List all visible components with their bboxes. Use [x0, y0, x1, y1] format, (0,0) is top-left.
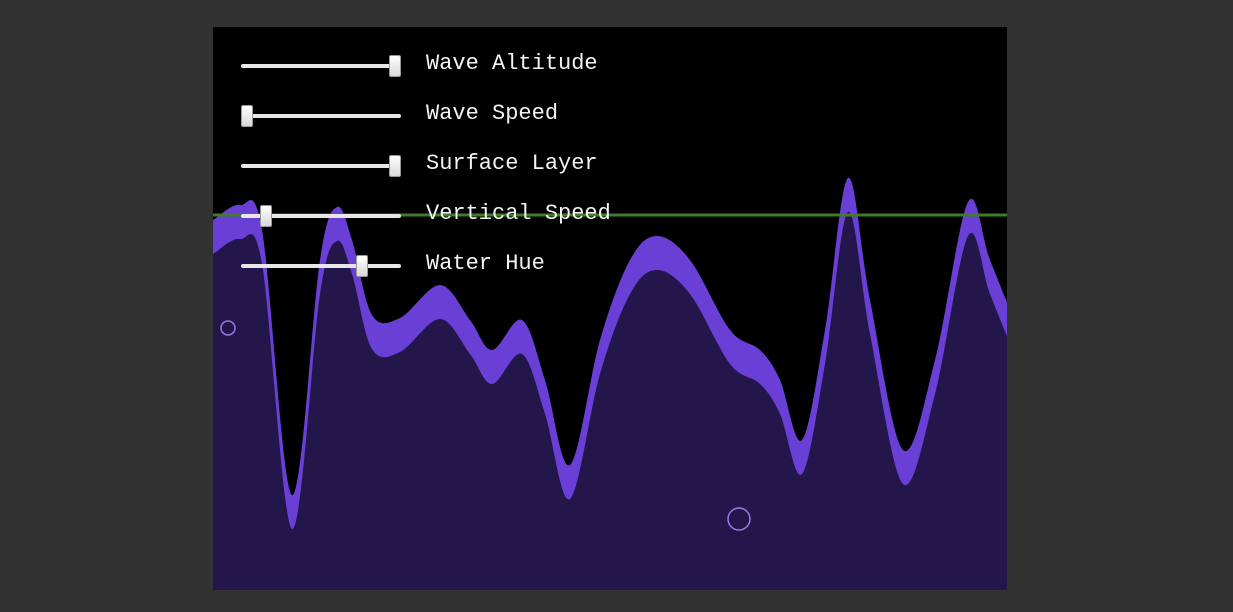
slider-track[interactable] [241, 114, 401, 118]
slider-thumb[interactable] [241, 105, 253, 127]
bubble [727, 507, 751, 531]
bubble [220, 320, 236, 336]
wave-scene [213, 177, 1007, 590]
slider-label: Wave Speed [426, 101, 559, 126]
slider-thumb[interactable] [389, 155, 401, 177]
slider-track[interactable] [241, 164, 401, 168]
slider-label: Wave Altitude [426, 51, 598, 76]
slider-track[interactable] [241, 264, 401, 268]
slider-thumb[interactable] [389, 55, 401, 77]
slider-label: Water Hue [426, 251, 545, 276]
slider-label: Surface Layer [426, 151, 598, 176]
slider-label: Vertical Speed [426, 201, 611, 226]
slider-thumb[interactable] [356, 255, 368, 277]
slider-thumb[interactable] [260, 205, 272, 227]
slider-track[interactable] [241, 214, 401, 218]
slider-track[interactable] [241, 64, 401, 68]
water-body [213, 211, 1007, 590]
wave-canvas: Wave Altitude Wave Speed Surface Layer Vert… [213, 27, 1007, 590]
